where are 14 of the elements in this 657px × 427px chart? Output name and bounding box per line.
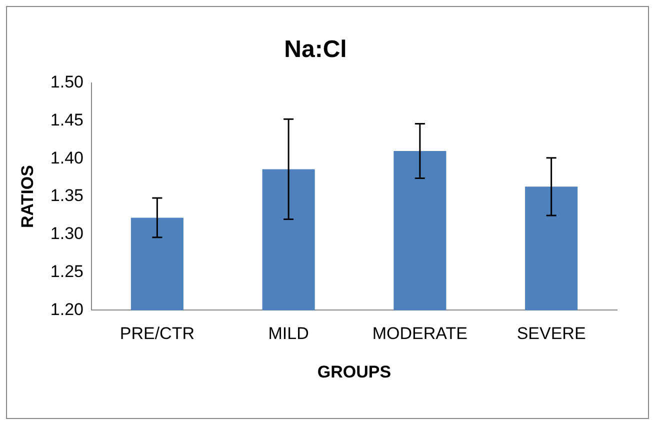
x-tick-label: MILD — [268, 324, 309, 344]
x-axis-title: GROUPS — [317, 362, 392, 382]
x-tick-label: PRE/CTR — [120, 324, 194, 344]
y-tick-label: 1.20 — [50, 300, 84, 319]
x-tick-label: SEVERE — [516, 324, 586, 344]
y-tick-label: 1.30 — [50, 224, 84, 244]
y-tick-label: 1.45 — [50, 110, 84, 130]
y-tick-label: 1.40 — [50, 148, 84, 168]
y-tick-label: 1.35 — [50, 186, 84, 206]
y-tick-label: 1.50 — [50, 72, 84, 92]
chart-title: Na:Cl — [284, 36, 347, 64]
y-axis-title: RATIOS — [18, 165, 37, 228]
x-tick-label: MODERATE — [372, 324, 468, 344]
y-tick-label: 1.25 — [50, 262, 84, 281]
